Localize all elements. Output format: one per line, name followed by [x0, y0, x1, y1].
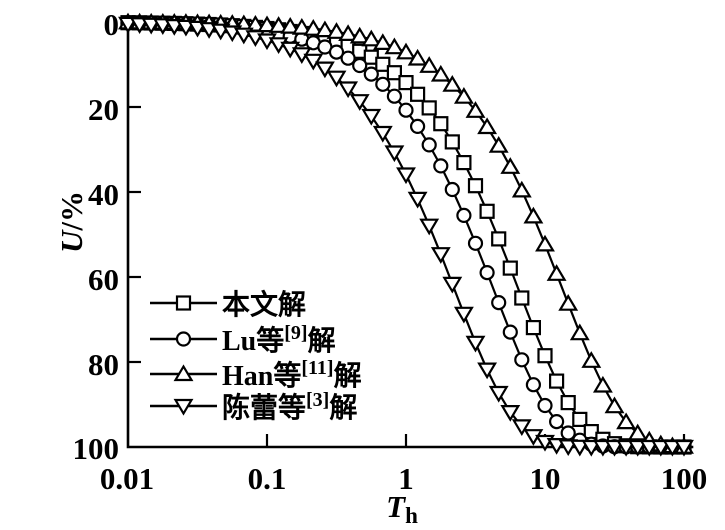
- tick-marks: [128, 105, 686, 447]
- legend-item-square: [150, 295, 217, 311]
- legend-graphics: [150, 295, 217, 416]
- x-axis-title-subscript: h: [405, 503, 418, 528]
- y-tick-20: 20: [88, 92, 119, 127]
- legend-label-chenlei-ref: [3]: [306, 389, 329, 411]
- legend-label-han-ref: [11]: [301, 357, 333, 379]
- x-tick-0p1: 0.1: [248, 461, 287, 496]
- legend-label-benwen: 本文解: [222, 288, 306, 321]
- legend-label-han: Han等[11]解: [222, 357, 362, 392]
- x-tick-10: 10: [530, 461, 561, 496]
- y-tick-40: 40: [88, 177, 119, 212]
- series-triangle-down: [118, 16, 694, 457]
- legend-label-chenlei-text: 陈蕾等: [222, 391, 306, 424]
- axes-frame: [126, 20, 694, 449]
- y-axis-title-unit: /%: [54, 191, 89, 232]
- x-axis-title-symbol: T: [386, 489, 406, 524]
- legend-item-triangle-down: [150, 398, 217, 416]
- plot-series-layer: [118, 12, 694, 457]
- y-axis-title-symbol: U: [54, 229, 89, 253]
- legend-label-chenlei: 陈蕾等[3]解: [222, 389, 357, 424]
- y-tick-0: 0: [104, 7, 120, 42]
- y-tick-60: 60: [88, 262, 119, 297]
- y-axis-title: U/%: [54, 191, 89, 253]
- legend-label-lu: Lu等[9]解: [222, 322, 336, 357]
- legend-item-triangle-up: [150, 364, 217, 382]
- legend-label-lu-text: Lu等: [222, 324, 284, 357]
- legend-item-circle: [150, 331, 217, 347]
- legend-label-lu-ref: [9]: [284, 322, 307, 344]
- x-axis-title: Th: [386, 489, 418, 528]
- x-tick-1: 1: [398, 461, 414, 496]
- x-tick-100: 100: [661, 461, 708, 496]
- y-tick-80: 80: [88, 347, 119, 382]
- legend-label-han-text: Han等: [222, 359, 301, 392]
- x-tick-0p01: 0.01: [100, 461, 154, 496]
- y-tick-100: 100: [73, 431, 120, 466]
- legend-label-benwen-text: 本文解: [222, 288, 306, 321]
